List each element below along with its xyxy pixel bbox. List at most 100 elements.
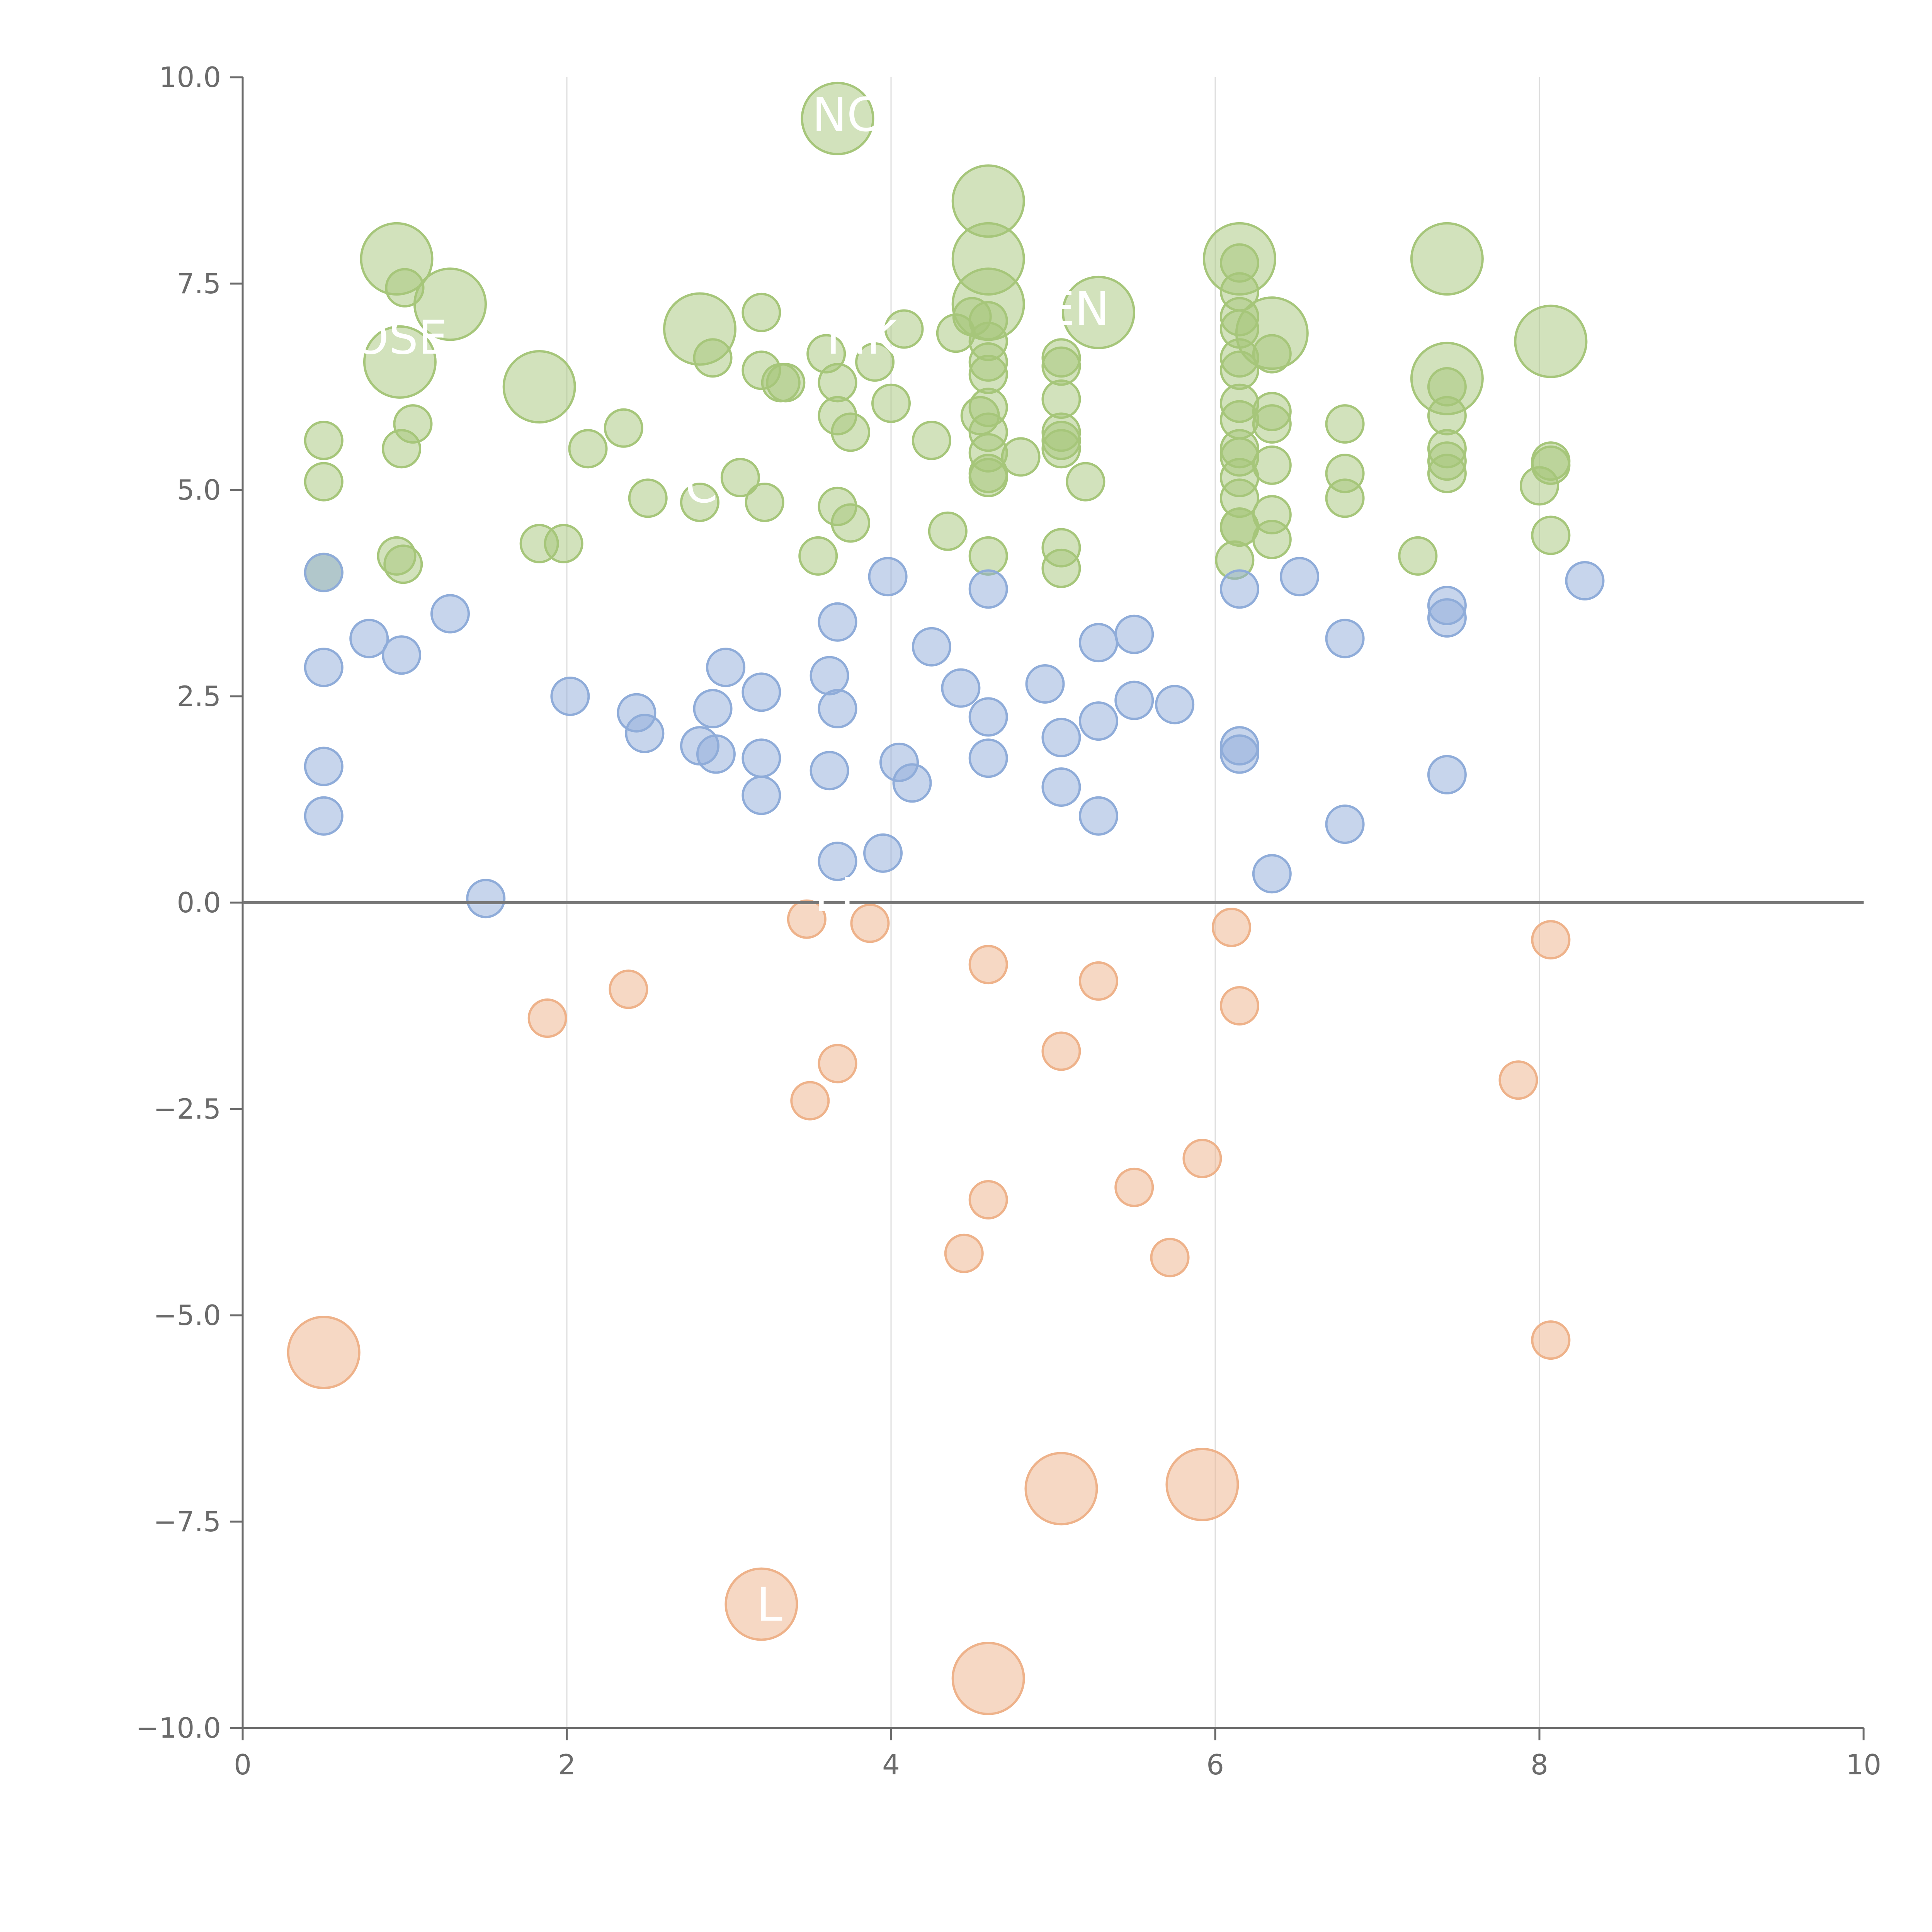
data-point (1078, 623, 1118, 663)
data-point (1041, 346, 1081, 386)
data-point (1150, 1238, 1190, 1277)
data-point (912, 420, 951, 460)
data-point (1155, 685, 1195, 724)
point-label: OSE (352, 311, 447, 365)
data-point (1325, 404, 1365, 444)
data-point (968, 454, 1008, 493)
point-label: TC (659, 460, 718, 514)
y-tick-label: −2.5 (153, 1093, 221, 1125)
data-point (568, 429, 608, 469)
data-point (863, 833, 903, 873)
data-point (871, 383, 911, 423)
point-label: MK (827, 311, 898, 365)
data-point (766, 363, 806, 403)
data-point (968, 536, 1008, 576)
data-bubble (363, 325, 437, 399)
x-tick-label: 10 (1846, 1748, 1881, 1781)
data-point (1114, 1167, 1154, 1207)
data-point (304, 553, 344, 592)
data-point (968, 354, 1008, 394)
point-label: LI (815, 868, 854, 922)
data-point (1041, 429, 1081, 469)
data-point (968, 569, 1008, 609)
data-bubble (951, 1641, 1025, 1715)
data-point (742, 776, 781, 815)
data-point (941, 668, 981, 708)
data-point (1041, 379, 1081, 419)
y-tick-label: 5.0 (177, 474, 221, 506)
data-point (884, 309, 924, 349)
data-point (609, 969, 648, 1009)
data-bubble (1410, 342, 1484, 415)
data-point (818, 602, 857, 642)
data-point (798, 536, 838, 576)
data-point (1041, 548, 1081, 588)
data-point (787, 899, 827, 939)
data-point (742, 672, 781, 712)
data-bubble (663, 292, 736, 366)
data-point (1182, 1139, 1222, 1179)
data-point (527, 998, 567, 1038)
y-tick-label: −7.5 (153, 1505, 221, 1538)
data-point (1219, 986, 1259, 1026)
data-point (628, 478, 668, 518)
y-tick-label: 7.5 (177, 267, 221, 300)
data-point (1041, 1031, 1081, 1071)
data-point (831, 503, 871, 543)
data-point (625, 714, 665, 753)
data-point (1252, 854, 1292, 894)
data-point (1325, 619, 1365, 658)
data-point (1427, 755, 1467, 794)
x-tick-label: 6 (1206, 1748, 1224, 1781)
data-point (831, 412, 871, 452)
data-bubble (1165, 1447, 1239, 1521)
data-point (383, 544, 423, 584)
data-point (430, 594, 470, 634)
data-point (544, 524, 583, 563)
data-point (1078, 701, 1118, 741)
data-point (1025, 664, 1065, 704)
data-point (720, 457, 760, 497)
data-point (928, 511, 968, 551)
data-point (1531, 1320, 1571, 1360)
data-point (1531, 515, 1571, 555)
data-point (696, 734, 736, 774)
data-point (1252, 404, 1292, 444)
data-point (304, 648, 344, 687)
data-point (892, 763, 932, 803)
data-point (1078, 796, 1118, 836)
point-label: L (757, 1578, 782, 1632)
data-bubble (1061, 276, 1135, 349)
data-point (868, 557, 908, 597)
data-point (1066, 462, 1105, 502)
data-point (1280, 557, 1320, 597)
data-point (745, 483, 784, 522)
data-bubble (724, 1567, 798, 1641)
data-point (790, 1081, 830, 1121)
x-tick-label: 2 (558, 1748, 576, 1781)
ticks: −10.0 −7.5 −5.0 −2.5 0.0 2.5 5.0 7.5 10.0 0 2 4 6 8 10 (136, 61, 1881, 1781)
data-point (1001, 437, 1041, 477)
x-tick-label: 8 (1531, 1748, 1548, 1781)
data-bubble (1235, 296, 1309, 370)
data-bubble (951, 267, 1025, 341)
data-point (1114, 614, 1154, 654)
point-labels: OSE NC MK EN TC LI L (352, 88, 1110, 1632)
data-point (1041, 718, 1081, 757)
data-point (968, 738, 1008, 778)
data-bubble (1024, 1452, 1098, 1526)
data-point (968, 1180, 1008, 1219)
data-bubble (1410, 222, 1484, 296)
data-point (1211, 908, 1251, 947)
y-tick-label: 2.5 (177, 680, 221, 713)
data-bubble (1514, 304, 1588, 378)
y-tick-label: −10.0 (136, 1712, 221, 1744)
data-point (810, 656, 849, 696)
data-point (1078, 961, 1118, 1001)
data-point (1565, 561, 1605, 600)
data-point (304, 462, 344, 502)
data-point (818, 1044, 857, 1083)
data-point (1531, 920, 1571, 960)
data-point (1325, 478, 1365, 518)
